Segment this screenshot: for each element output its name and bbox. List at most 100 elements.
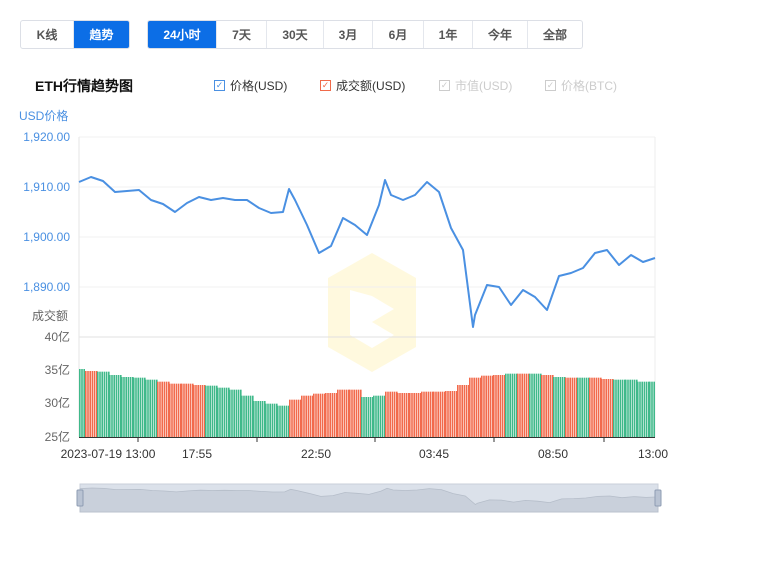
volume-bar	[547, 375, 550, 437]
volume-bar	[489, 375, 492, 437]
volume-bar	[591, 377, 593, 437]
volume-tick-label: 35亿	[45, 362, 70, 377]
legend-label: 成交额(USD)	[336, 79, 406, 93]
volume-bar	[573, 377, 576, 437]
chart-type-tabs: K线 趋势	[20, 20, 130, 49]
volume-bar	[231, 389, 233, 437]
volume-bar	[413, 393, 415, 437]
legend-toggle-0[interactable]: ✓ 价格(USD)	[214, 77, 287, 94]
volume-bar	[589, 377, 591, 437]
volume-bar	[301, 395, 303, 437]
tab-range-3[interactable]: 3月	[324, 21, 373, 48]
volume-bar	[336, 393, 338, 437]
volume-bar	[216, 385, 218, 437]
range-tabs: 24小时 7天 30天 3月 6月 1年 今年 全部	[147, 20, 583, 49]
volume-bar	[79, 369, 81, 437]
legend-toggle-2[interactable]: ✓ 市值(USD)	[439, 77, 512, 94]
volume-bar	[307, 395, 310, 437]
volume-bar	[557, 377, 559, 437]
volume-bar	[463, 385, 466, 437]
volume-bar	[543, 375, 545, 437]
volume-bar	[321, 393, 324, 437]
volume-bar	[459, 385, 461, 437]
volume-bar	[156, 379, 158, 437]
volume-bar	[139, 377, 142, 437]
volume-bar	[481, 375, 483, 437]
volume-bar	[175, 383, 178, 437]
volume-bar	[449, 391, 451, 437]
volume-bar	[533, 373, 535, 437]
volume-bar	[101, 371, 103, 437]
volume-bar	[475, 377, 478, 437]
tab-range-6[interactable]: 今年	[473, 21, 528, 48]
volume-bar	[477, 377, 480, 437]
volume-bar	[276, 403, 278, 437]
volume-bar	[125, 377, 127, 437]
volume-bar	[171, 383, 173, 437]
volume-bar	[612, 379, 614, 437]
volume-bar	[492, 375, 494, 437]
volume-bar	[384, 395, 386, 437]
volume-bar	[631, 379, 634, 437]
tab-range-2[interactable]: 30天	[267, 21, 324, 48]
x-tick-label: 22:50	[301, 447, 331, 461]
tab-kline[interactable]: K线	[21, 21, 74, 48]
volume-bar	[393, 391, 396, 437]
volume-bar	[567, 377, 569, 437]
volume-bar	[469, 377, 471, 437]
volume-bar	[159, 381, 161, 437]
volume-bar	[295, 399, 298, 437]
volume-bar	[149, 379, 151, 437]
volume-bar	[240, 389, 242, 437]
checkbox-icon[interactable]: ✓	[214, 80, 225, 91]
volume-bar	[109, 375, 111, 437]
legend-toggle-3[interactable]: ✓ 价格(BTC)	[545, 77, 617, 94]
volume-bar	[235, 389, 238, 437]
tab-range-7[interactable]: 全部	[542, 28, 567, 42]
slider-handle[interactable]	[76, 489, 84, 507]
volume-bar	[165, 381, 168, 437]
volume-bar	[411, 393, 413, 437]
volume-bar	[319, 393, 322, 437]
volume-bar	[621, 379, 624, 437]
x-tick-label: 13:00	[638, 447, 668, 461]
volume-bar	[387, 391, 389, 437]
volume-bar	[389, 391, 391, 437]
volume-bar	[525, 373, 528, 437]
volume-bar	[89, 371, 91, 437]
checkbox-icon[interactable]: ✓	[320, 80, 331, 91]
tab-range-0[interactable]: 24小时	[148, 21, 217, 48]
slider-handle[interactable]	[654, 489, 662, 507]
volume-bar	[499, 375, 502, 437]
tab-range-5[interactable]: 1年	[424, 21, 473, 48]
volume-bar	[639, 381, 641, 437]
legend-toggle-1[interactable]: ✓ 成交额(USD)	[320, 77, 405, 94]
tab-trend[interactable]: 趋势	[74, 21, 129, 48]
volume-bar	[153, 379, 156, 437]
volume-bar	[293, 399, 295, 437]
volume-bar	[564, 377, 566, 437]
volume-bar	[337, 389, 339, 437]
volume-axis-title: 成交额	[32, 309, 69, 323]
volume-bar	[653, 381, 655, 437]
volume-bar	[137, 377, 139, 437]
tab-range-1[interactable]: 7天	[217, 21, 267, 48]
checkbox-icon[interactable]: ✓	[545, 80, 556, 91]
volume-bar	[421, 391, 423, 437]
volume-bar	[129, 377, 132, 437]
volume-bar	[541, 375, 543, 437]
volume-bar	[209, 385, 211, 437]
volume-bar	[559, 377, 562, 437]
volume-bar	[305, 395, 307, 437]
volume-bar	[643, 381, 646, 437]
data-zoom-slider[interactable]	[76, 483, 662, 513]
volume-bar	[357, 389, 360, 437]
checkbox-icon[interactable]: ✓	[439, 80, 450, 91]
volume-bar	[127, 377, 130, 437]
volume-bar	[605, 379, 607, 437]
volume-bar	[457, 385, 459, 437]
volume-bar	[363, 397, 365, 437]
tab-range-4[interactable]: 6月	[373, 21, 424, 48]
volume-bar	[619, 379, 622, 437]
volume-bar	[341, 389, 343, 437]
